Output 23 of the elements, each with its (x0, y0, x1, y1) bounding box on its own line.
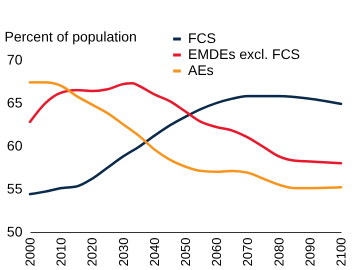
line-series (28, 81, 342, 190)
x-tick-label: 2080 (271, 238, 286, 266)
x-tick-label: 2010 (54, 238, 69, 266)
x-tick-label: 2090 (302, 238, 318, 266)
legend-label: AEs (188, 62, 214, 78)
legend-label: EMDEs excl. FCS (188, 46, 300, 62)
x-tick-label: 2000 (22, 238, 38, 266)
y-tick-label: 65 (6, 94, 23, 110)
x-tick-label: 2060 (209, 238, 224, 266)
line-series (28, 94, 342, 196)
legend-label: FCS (188, 30, 216, 46)
y-tick-label: 50 (6, 224, 23, 240)
x-tick-label: 2040 (146, 238, 162, 266)
x-tick-label: 2030 (116, 238, 131, 266)
y-tick-label: 55 (6, 180, 23, 196)
y-axis-title: Percent of population (4, 28, 137, 44)
x-tick-label: 2020 (84, 238, 100, 266)
line-series (28, 82, 342, 164)
y-tick-label: 70 (6, 52, 23, 68)
x-tick-label: 2100 (334, 238, 348, 266)
y-tick-label: 60 (6, 138, 23, 154)
x-tick-label: 2050 (178, 238, 193, 266)
x-tick-label: 2070 (240, 238, 256, 266)
